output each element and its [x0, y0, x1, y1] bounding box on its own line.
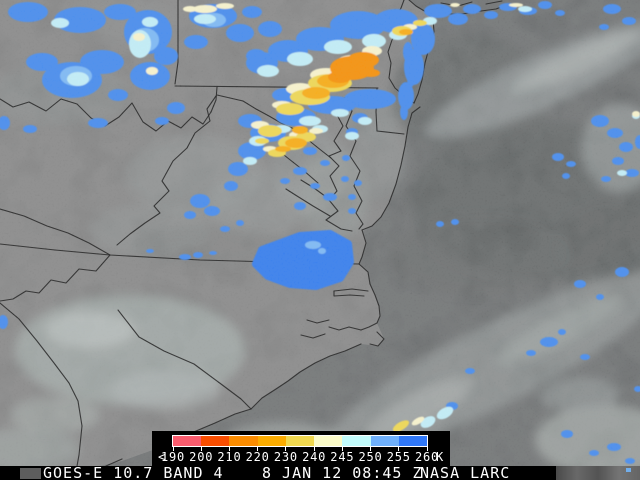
scale-tick [257, 447, 259, 451]
scale-tick-label: 220 [245, 450, 270, 464]
scale-segment [285, 436, 315, 446]
scale-segment [398, 436, 427, 446]
scale-tick [313, 447, 315, 451]
scale-segment [173, 436, 202, 446]
scale-segment [201, 436, 230, 446]
scale-tick-label: 190 [160, 450, 186, 464]
scale-tick [285, 447, 287, 451]
scale-tick-label: 245 [330, 450, 355, 464]
caption-bar-image-bleed-left [20, 468, 41, 479]
scale-unit-label: K [435, 450, 445, 464]
scale-tick [398, 447, 400, 451]
caption-bar-image-bleed-right [556, 466, 640, 480]
grain-texture [0, 0, 640, 466]
scale-tick-label: 210 [217, 450, 242, 464]
scale-tick [200, 447, 202, 451]
scale-prefix-label: < [157, 450, 167, 464]
scale-segment [342, 436, 371, 446]
scale-tick-label: 260 [414, 450, 440, 464]
scale-tick [426, 447, 428, 451]
scale-segment [370, 436, 399, 446]
caption-bar: GOES-E 10.7 BAND 4 8 JAN 12 08:45 Z NASA… [0, 466, 640, 480]
scale-segment [257, 436, 286, 446]
scale-tick [228, 447, 230, 451]
temperature-scale-bar: 190 200 210 220 230 240 245 250 255 260 < K [152, 431, 450, 466]
scale-tick [370, 447, 372, 451]
temperature-scale-gradient [172, 435, 428, 447]
cloud-speck [626, 468, 631, 472]
datetime-label: 8 JAN 12 08:45 Z [262, 464, 423, 480]
scale-tick-label: 250 [358, 450, 383, 464]
scale-tick [172, 447, 174, 451]
scale-tick-label: 230 [273, 450, 298, 464]
scale-segment [229, 436, 258, 446]
scale-tick-label: 240 [302, 450, 327, 464]
product-label: GOES-E 10.7 BAND 4 [43, 464, 224, 480]
scale-tick-label: 255 [386, 450, 411, 464]
credit-label: NASA LARC [420, 464, 511, 480]
scale-segment [314, 436, 343, 446]
scale-tick-label: 200 [189, 450, 214, 464]
scale-tick [341, 447, 343, 451]
satellite-map [0, 0, 640, 466]
